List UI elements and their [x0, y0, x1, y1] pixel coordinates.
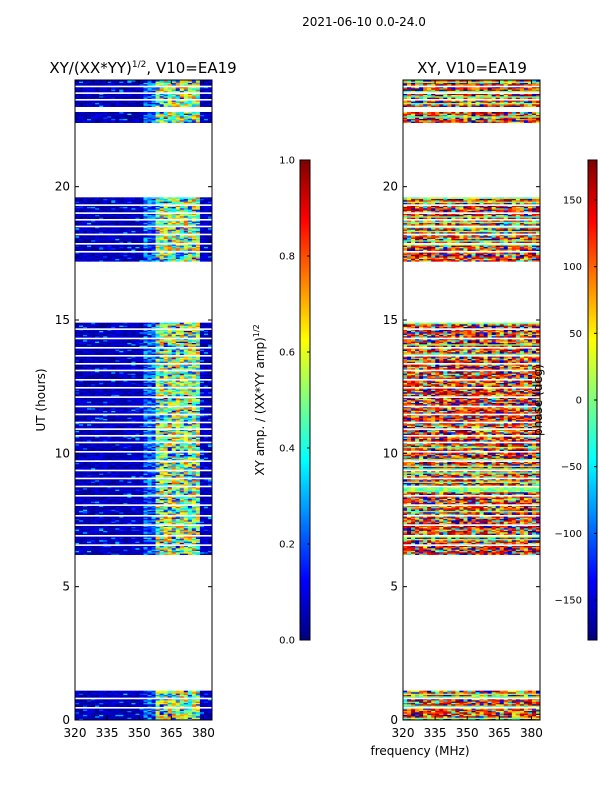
- heatmap-cell: [188, 691, 192, 693]
- heatmap-cell: [75, 691, 79, 693]
- heatmap-cell: [79, 691, 83, 693]
- heatmap-cell: [139, 691, 143, 693]
- heatmap-cell: [115, 691, 119, 693]
- heatmap-cell: [176, 691, 180, 693]
- figure: 2021-06-10 0.0-24.0 XY/(XX*YY)1/2, V10=E…: [0, 0, 600, 800]
- heatmap-cell: [184, 691, 188, 693]
- heatmap-cell: [172, 691, 176, 693]
- heatmap-cell: [196, 691, 200, 693]
- heatmap-cell: [180, 691, 184, 693]
- heatmap-cell: [83, 691, 87, 693]
- heatmap-cell: [111, 691, 115, 693]
- heatmap-cell: [148, 691, 152, 693]
- heatmap-cell: [87, 691, 91, 693]
- heatmap-cell: [164, 691, 168, 693]
- heatmap-cell: [131, 691, 135, 693]
- amplitude-ratio-panel: XY/(XX*YY)1/2, V10=EA19 320 335 350 365 380 …: [34, 59, 237, 740]
- amplitude-ratio-title: XY/(XX*YY)1/2, V10=EA19: [49, 59, 236, 77]
- amplitude-ratio-heatmap: [75, 80, 212, 720]
- heatmap-cell: [107, 691, 111, 693]
- heatmap-cell: [200, 691, 204, 693]
- heatmap-cell: [144, 691, 148, 693]
- heatmap-cell: [168, 691, 172, 693]
- heatmap-cell: [156, 691, 160, 693]
- heatmap-cell: [119, 691, 123, 693]
- figure-title: 2021-06-10 0.0-24.0: [302, 15, 426, 29]
- heatmap-cell: [127, 691, 131, 693]
- heatmap-cell: [152, 691, 156, 693]
- heatmap-cell: [99, 691, 103, 693]
- heatmap-cell: [160, 691, 164, 693]
- heatmap-cell: [103, 691, 107, 693]
- heatmap-cell: [204, 691, 208, 693]
- heatmap-cell: [135, 691, 139, 693]
- heatmap-cell: [91, 691, 95, 693]
- heatmap-cell: [192, 691, 196, 693]
- heatmap-cell: [123, 691, 127, 693]
- heatmap-cell: [95, 691, 99, 693]
